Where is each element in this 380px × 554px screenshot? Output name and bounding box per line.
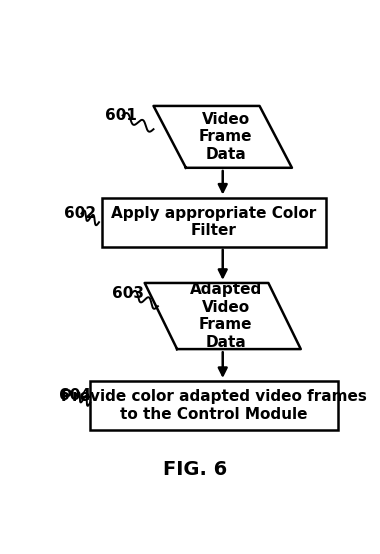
Text: Adapted
Video
Frame
Data: Adapted Video Frame Data xyxy=(190,283,262,350)
Text: Apply appropriate Color
Filter: Apply appropriate Color Filter xyxy=(111,206,317,238)
Text: Video
Frame
Data: Video Frame Data xyxy=(199,112,252,162)
Polygon shape xyxy=(154,106,292,168)
Text: 604: 604 xyxy=(59,388,91,403)
Text: FIG. 6: FIG. 6 xyxy=(163,460,227,479)
Bar xyxy=(90,381,337,430)
Text: 601: 601 xyxy=(105,108,137,123)
Text: Provide color adapted video frames
to the Control Module: Provide color adapted video frames to th… xyxy=(61,389,367,422)
Polygon shape xyxy=(145,283,301,349)
Text: 603: 603 xyxy=(112,286,144,301)
Bar xyxy=(102,198,326,247)
Text: 602: 602 xyxy=(64,206,96,221)
